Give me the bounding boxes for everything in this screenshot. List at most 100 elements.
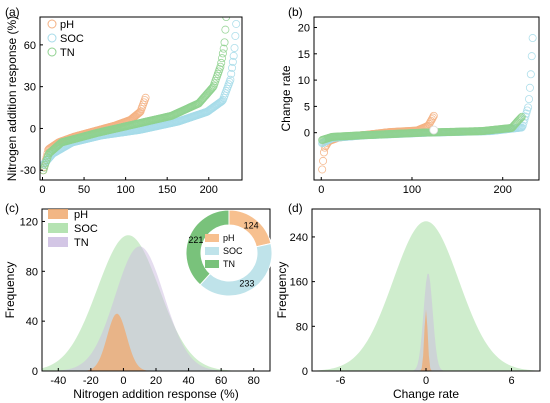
point-soc (527, 52, 536, 61)
point-soc (523, 106, 532, 115)
point-soc (517, 123, 526, 132)
panel-b: (b) Change rate 0 100 200 0 5 10 15 20 (279, 5, 540, 196)
point-tn (515, 115, 524, 124)
x-tick-label: 0 (423, 375, 429, 387)
x-tick-label: 100 (403, 184, 421, 196)
panel-c-legend: pH SOC TN (48, 209, 98, 249)
x-tick-label: 150 (158, 184, 176, 196)
point-ph (141, 93, 150, 102)
panel-c: (c) Frequency Nitrogen addition response… (3, 201, 273, 401)
point-soc (228, 63, 237, 72)
point-ph (318, 165, 327, 174)
point-soc (226, 75, 235, 84)
x-tick-label: 20 (150, 375, 162, 387)
panel-a-legend: pH SOC TN (47, 19, 84, 59)
panel-c-xlabel: Nitrogen addition response (%) (73, 387, 238, 401)
legend-swatch-ph (48, 209, 68, 219)
donut-label-tn: 221 (188, 235, 203, 245)
y-tick-label: 0 (302, 366, 308, 378)
point-tn (516, 113, 525, 122)
legend-label-ph: pH (60, 19, 74, 31)
point-soc (525, 83, 534, 92)
y-tick-label: 10 (298, 75, 310, 87)
point-tn (221, 25, 230, 34)
panel-b-ylabel: Change rate (279, 65, 293, 131)
y-tick-label: 80 (296, 321, 308, 333)
panel-a: (a) Nitrogen addition response (%) pH SOC… (5, 5, 243, 196)
y-tick-label: 5 (304, 101, 310, 113)
donut-legend-swatch-soc (205, 247, 219, 255)
panel-c-label: (c) (5, 201, 19, 215)
x-tick-label: -20 (83, 375, 99, 387)
panel-d-label: (d) (288, 201, 303, 215)
point-tn (208, 84, 217, 93)
x-tick-label: 200 (494, 184, 512, 196)
x-tick-label: 6 (508, 375, 514, 387)
legend-swatch-tn (48, 237, 68, 247)
point-soc (232, 19, 241, 28)
legend-label-ph: pH (74, 209, 88, 221)
donut-legend-label-tn: TN (223, 259, 235, 269)
panel-d-ylabel: Frequency (275, 262, 289, 319)
point-ph (134, 108, 143, 117)
highlight-point (429, 125, 439, 135)
y-tick-label: 60 (24, 40, 36, 52)
point-tn (219, 44, 228, 53)
x-tick-label: 40 (182, 375, 194, 387)
legend-label-tn: TN (74, 237, 89, 249)
legend-marker-ph (47, 19, 57, 29)
panel-d-xlabel: Change rate (393, 387, 459, 401)
panel-a-ylabel: Nitrogen addition response (%) (5, 16, 19, 181)
y-tick-label: 120 (20, 216, 38, 228)
donut-legend-swatch-tn (205, 260, 219, 268)
donut-label-soc: 233 (239, 279, 254, 289)
panel-c-ylabel: Frequency (3, 262, 17, 319)
x-tick-label: 80 (248, 375, 260, 387)
y-tick-label: 20 (298, 23, 310, 35)
point-tn (218, 49, 227, 58)
y-tick-label: 80 (26, 266, 38, 278)
x-tick-label: -40 (50, 375, 66, 387)
x-tick-label: 100 (116, 184, 134, 196)
panel-c-data-layer (42, 235, 270, 371)
y-tick-label: 0 (304, 128, 310, 140)
point-tn (517, 112, 526, 121)
legend-label-soc: SOC (74, 223, 98, 235)
y-tick-label: -30 (20, 165, 36, 177)
y-tick-label: 0 (30, 123, 36, 135)
point-ph (319, 156, 328, 165)
x-tick-label: 60 (215, 375, 227, 387)
donut-legend-label-ph: pH (223, 233, 235, 243)
point-soc (524, 103, 533, 112)
legend-marker-soc (47, 33, 57, 43)
point-tn (218, 54, 227, 63)
panel-a-label: (a) (5, 5, 20, 19)
point-tn (222, 17, 231, 21)
panel-b-frame (313, 16, 540, 181)
point-soc (525, 95, 534, 104)
point-soc (528, 34, 537, 43)
donut-label-ph: 124 (244, 220, 259, 230)
point-soc (227, 69, 236, 78)
density-ph (312, 309, 540, 371)
point-soc (229, 51, 238, 60)
point-soc (228, 57, 237, 66)
point-tn (217, 58, 226, 67)
donut-slice-tn (185, 209, 230, 286)
legend-swatch-soc (48, 223, 68, 233)
point-soc (520, 115, 529, 124)
x-tick-label: 50 (78, 184, 90, 196)
point-soc (230, 43, 239, 52)
panel-b-data-layer (318, 34, 537, 174)
point-ph (319, 148, 328, 157)
donut-legend-swatch-ph (205, 234, 219, 242)
y-tick-label: 15 (298, 49, 310, 61)
x-tick-label: 0 (318, 184, 324, 196)
donut-legend-label-soc: SOC (223, 246, 243, 256)
point-soc (526, 70, 535, 79)
y-tick-label: 30 (24, 82, 36, 94)
y-tick-label: 0 (32, 366, 38, 378)
panel-d-data-layer (312, 221, 540, 371)
x-tick-label: 200 (200, 184, 218, 196)
